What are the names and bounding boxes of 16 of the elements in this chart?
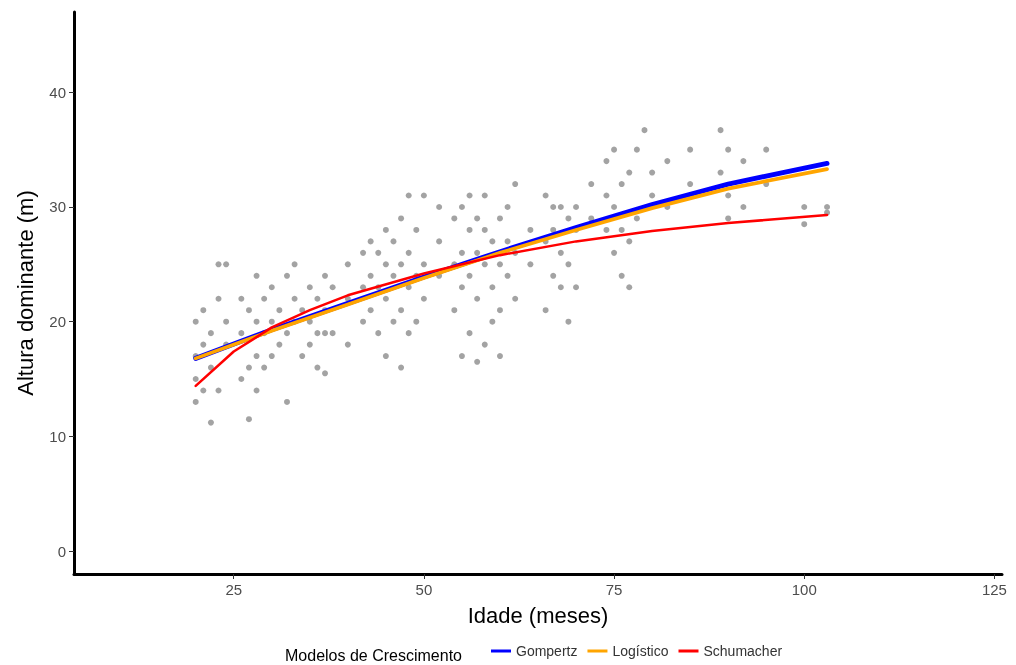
y-tick-label: 40 bbox=[49, 83, 66, 101]
y-tick-label: 10 bbox=[49, 427, 66, 445]
x-axis-title: Idade (meses) bbox=[467, 602, 609, 628]
y-tick-label: 0 bbox=[57, 542, 66, 560]
x-tick-label: 25 bbox=[225, 581, 243, 598]
y-tick-label: 20 bbox=[49, 313, 66, 331]
y-tick-label: 30 bbox=[49, 198, 66, 216]
x-tick-label: 50 bbox=[415, 581, 433, 598]
x-tick-label: 100 bbox=[791, 581, 817, 598]
legend-label: Gompertz bbox=[516, 643, 578, 659]
y-axis-title: Altura dominante (m) bbox=[12, 190, 38, 396]
legend-label: Logístico bbox=[612, 643, 669, 659]
x-tick-label: 125 bbox=[981, 581, 1007, 598]
x-tick-label: 75 bbox=[605, 581, 623, 598]
legend-label: Schumacher bbox=[703, 643, 783, 659]
legend-title: Modelos de Crescimento bbox=[285, 646, 463, 664]
